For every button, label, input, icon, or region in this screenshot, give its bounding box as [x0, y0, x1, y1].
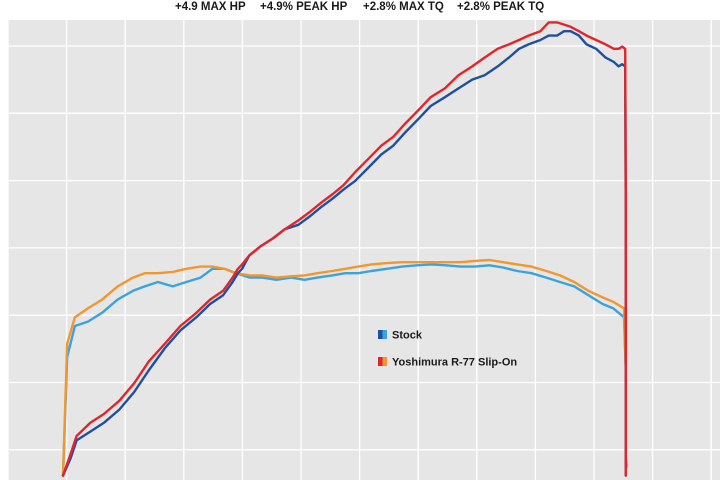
legend-label-stock: Stock — [392, 330, 423, 342]
series-lines — [61, 21, 629, 477]
legend-swatch-stock-dark — [378, 330, 383, 339]
gridlines — [7, 20, 720, 480]
plot-background — [8, 20, 720, 480]
legend-swatch-stock-light — [382, 330, 387, 339]
legend-label-yoshimura: Yoshimura R-77 Slip-On — [392, 357, 517, 369]
series-line-stock-horsepower — [61, 30, 627, 477]
headline-stats: +4.9 MAX HP +4.9% PEAK HP +2.8% MAX TQ +… — [175, 1, 544, 13]
series-line-stock-torque — [61, 263, 629, 477]
series-line-yoshimura-r-77-slip-on-horsepower — [61, 21, 627, 477]
legend-item-stock: Stock — [378, 330, 423, 342]
series-line-yoshimura-r-77-slip-on-torque — [61, 258, 629, 477]
peak-tq-stat: +2.8% PEAK TQ — [457, 1, 544, 13]
legend-item-yoshimura: Yoshimura R-77 Slip-On — [378, 357, 517, 369]
legend: Stock Yoshimura R-77 Slip-On — [378, 330, 517, 369]
max-tq-stat: +2.8% MAX TQ — [363, 1, 444, 13]
legend-swatch-yoshimura-red — [378, 357, 383, 366]
legend-swatch-yoshimura-orange — [382, 357, 387, 366]
peak-hp-stat: +4.9% PEAK HP — [260, 1, 348, 13]
max-hp-stat: +4.9 MAX HP — [175, 1, 246, 13]
